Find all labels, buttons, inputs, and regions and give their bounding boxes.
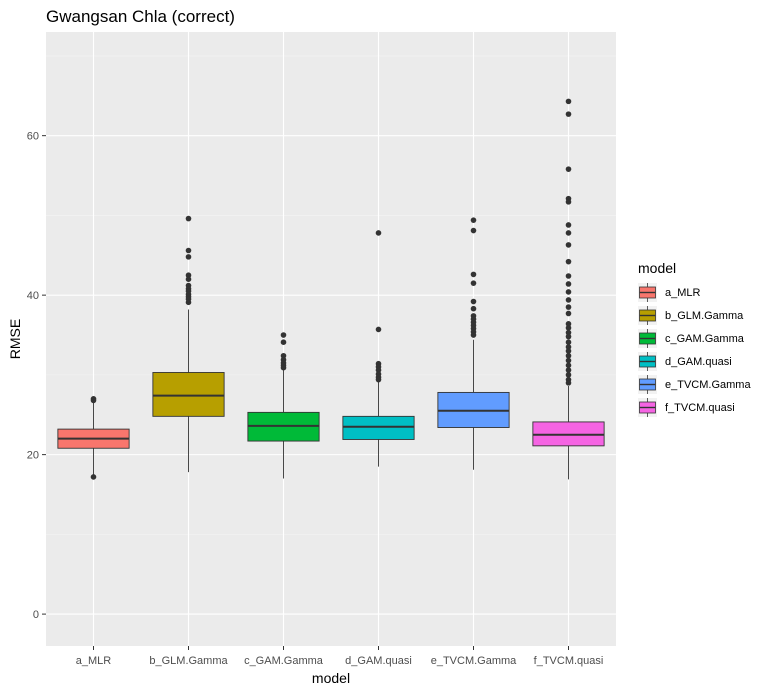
outlier-point xyxy=(185,272,192,279)
outlier-point xyxy=(470,271,477,278)
box-a_MLR xyxy=(57,396,130,480)
outlier-point xyxy=(565,273,572,279)
outlier-point xyxy=(565,348,572,354)
outlier-point xyxy=(565,310,572,317)
box-iqr xyxy=(152,372,225,417)
outlier-point xyxy=(470,280,477,286)
outlier-point xyxy=(375,376,382,383)
outlier-point xyxy=(280,364,287,371)
outlier-point xyxy=(565,166,572,172)
box-c_GAM.Gamma xyxy=(247,332,320,479)
box-b_GLM.Gamma xyxy=(152,215,225,473)
legend-title: model xyxy=(638,260,676,276)
outlier-point xyxy=(565,380,572,386)
outlier-point xyxy=(565,98,572,105)
outlier-point xyxy=(565,258,572,265)
outlier-point xyxy=(565,367,572,373)
outlier-point xyxy=(565,339,572,345)
outlier-point xyxy=(185,276,192,282)
outlier-point xyxy=(565,325,572,331)
box-d_GAM.quasi xyxy=(342,230,415,467)
legend-label: d_GAM.quasi xyxy=(665,356,732,368)
boxes xyxy=(57,98,605,480)
legend-item-f_TVCM.quasi: f_TVCM.quasi xyxy=(638,398,735,417)
x-axis-ticks: a_MLR b_GLM.Gamma c_GAM.Gamma d_GAM.quasi e_… xyxy=(76,646,604,667)
chart-title: Gwangsan Chla (correct) xyxy=(46,7,235,26)
outlier-point xyxy=(280,339,287,345)
outlier-point xyxy=(470,217,477,223)
outlier-point xyxy=(185,247,192,254)
outlier-point xyxy=(185,215,192,222)
legend-label: a_MLR xyxy=(665,287,701,299)
box-iqr xyxy=(342,415,415,440)
y-axis-ticks: 0 20 40 60 xyxy=(27,131,46,621)
outlier-point xyxy=(90,397,97,404)
outlier-point xyxy=(375,230,382,236)
x-tick-label: f_TVCM.quasi xyxy=(534,655,604,667)
box-e_TVCM.Gamma xyxy=(437,217,510,470)
outlier-point xyxy=(470,298,477,305)
x-axis-title: model xyxy=(312,670,350,686)
outlier-point xyxy=(375,326,382,333)
box-f_TVCM.quasi xyxy=(532,98,605,480)
x-tick-label: b_GLM.Gamma xyxy=(149,655,228,667)
outlier-point xyxy=(90,474,97,480)
y-tick-label: 20 xyxy=(27,450,39,462)
outlier-point xyxy=(470,305,477,312)
y-tick-label: 40 xyxy=(27,290,39,302)
outlier-point xyxy=(280,352,287,359)
plot-panel xyxy=(46,32,616,646)
outlier-point xyxy=(470,332,477,338)
outlier-point xyxy=(565,352,572,359)
outlier-point xyxy=(565,297,572,303)
outlier-point xyxy=(565,329,572,336)
outlier-point xyxy=(565,304,572,310)
y-tick-label: 60 xyxy=(27,131,39,143)
legend-label: e_TVCM.Gamma xyxy=(665,379,751,391)
outlier-point xyxy=(565,321,572,327)
legend-item-c_GAM.Gamma: c_GAM.Gamma xyxy=(638,329,745,348)
legend-label: f_TVCM.quasi xyxy=(665,402,735,414)
legend-item-b_GLM.Gamma: b_GLM.Gamma xyxy=(638,306,744,325)
outlier-point xyxy=(565,289,572,295)
legend: model a_MLR b_GLM.Gamma c_GAM.Gamma d_GAM.q… xyxy=(638,260,751,417)
x-tick-label: e_TVCM.Gamma xyxy=(431,655,517,667)
legend-label: c_GAM.Gamma xyxy=(665,333,745,345)
outlier-point xyxy=(185,254,192,260)
outlier-point xyxy=(470,227,477,234)
outlier-point xyxy=(565,357,572,364)
legend-item-e_TVCM.Gamma: e_TVCM.Gamma xyxy=(638,375,751,394)
outlier-point xyxy=(185,299,192,306)
outlier-point xyxy=(565,333,572,340)
legend-item-d_GAM.quasi: d_GAM.quasi xyxy=(638,352,732,371)
outlier-point xyxy=(565,199,572,205)
x-tick-label: c_GAM.Gamma xyxy=(244,655,324,667)
outlier-point xyxy=(280,332,287,338)
outlier-point xyxy=(565,362,572,369)
legend-label: b_GLM.Gamma xyxy=(665,310,744,322)
y-axis-title: RMSE xyxy=(7,319,23,359)
outlier-point xyxy=(565,222,572,228)
outlier-point xyxy=(375,367,382,373)
outlier-point xyxy=(565,281,572,287)
outlier-point xyxy=(565,230,572,236)
x-tick-label: a_MLR xyxy=(76,655,112,667)
outlier-point xyxy=(565,344,572,350)
legend-item-a_MLR: a_MLR xyxy=(638,283,701,302)
outlier-point xyxy=(565,372,572,378)
y-tick-label: 0 xyxy=(33,609,39,621)
x-tick-label: d_GAM.quasi xyxy=(345,655,412,667)
outlier-point xyxy=(565,242,572,248)
outlier-point xyxy=(565,111,572,117)
